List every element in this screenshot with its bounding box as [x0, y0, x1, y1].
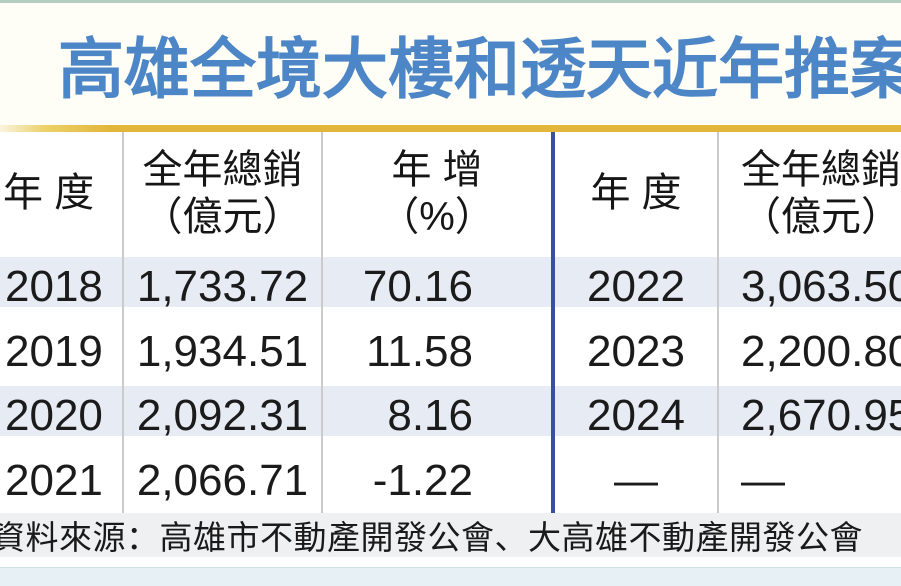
- total-cell-right: 2,200.80: [741, 326, 901, 376]
- source-bar: 資料來源：高雄市不動產開發公會、大高雄不動產開發公會: [0, 513, 901, 557]
- table-row: 2020 2,092.31 8.16 2024 2,670.95: [0, 384, 901, 449]
- header-total-right-line2: （億元）: [741, 194, 901, 239]
- year-cell-right: 2022: [555, 255, 719, 320]
- total-cell: 2,092.31: [124, 384, 323, 449]
- yoy-cell: 70.16: [323, 255, 555, 320]
- year-cell: 2020: [0, 384, 124, 449]
- title-bar: 高雄全境大樓和透天近年推案: [0, 3, 901, 125]
- top-edge-line: [0, 0, 901, 3]
- table-row: 2021 2,066.71 -1.22 — —: [0, 448, 901, 513]
- source-text: 資料來源：高雄市不動產開發公會、大高雄不動產開發公會: [0, 519, 863, 556]
- year-cell-right: 2024: [555, 384, 719, 449]
- yoy-cell: 8.16: [323, 384, 555, 449]
- header-total-left-line1: 全年總銷: [142, 147, 303, 192]
- total-cell-right: —: [741, 455, 785, 505]
- table-row: 2018 1,733.72 70.16 2022 3,063.50: [0, 255, 901, 320]
- total-cell-right: 2,670.95: [741, 391, 901, 441]
- header-yoy-line2: （%）: [379, 194, 495, 239]
- year-cell: 2018: [0, 255, 124, 320]
- header-total-left-line2: （億元）: [142, 194, 303, 239]
- total-cell: 1,733.72: [124, 255, 323, 320]
- gold-divider-rule: [0, 125, 901, 132]
- total-cell: 2,066.71: [124, 448, 323, 513]
- table-row: 2019 1,934.51 11.58 2023 2,200.80: [0, 319, 901, 384]
- table-header-row: 年 度 全年總銷 （億元） 年 增 （%） 年 度 全年總銷 （億元）: [0, 132, 901, 255]
- year-cell-right: —: [555, 448, 719, 513]
- header-total-right: 全年總銷 （億元）: [719, 132, 901, 255]
- header-year-right: 年 度: [555, 132, 719, 255]
- header-year-left: 年 度: [0, 132, 124, 255]
- bottom-stripe: [0, 567, 901, 586]
- yoy-cell: -1.22: [323, 448, 555, 513]
- year-cell-right: 2023: [555, 319, 719, 384]
- year-cell: 2021: [0, 448, 124, 513]
- header-yoy-line1: 年 增: [391, 147, 483, 192]
- header-total-left: 全年總銷 （億元）: [124, 132, 323, 255]
- header-yoy: 年 增 （%）: [323, 132, 555, 255]
- footer-gap: [0, 557, 901, 567]
- total-cell: 1,934.51: [124, 319, 323, 384]
- year-cell: 2019: [0, 319, 124, 384]
- data-table: 年 度 全年總銷 （億元） 年 增 （%） 年 度 全年總銷 （億元） 2018…: [0, 132, 901, 513]
- page-title: 高雄全境大樓和透天近年推案: [58, 32, 901, 106]
- yoy-cell: 11.58: [323, 319, 555, 384]
- header-total-right-line1: 全年總銷: [741, 147, 901, 192]
- total-cell-right: 3,063.50: [741, 262, 901, 312]
